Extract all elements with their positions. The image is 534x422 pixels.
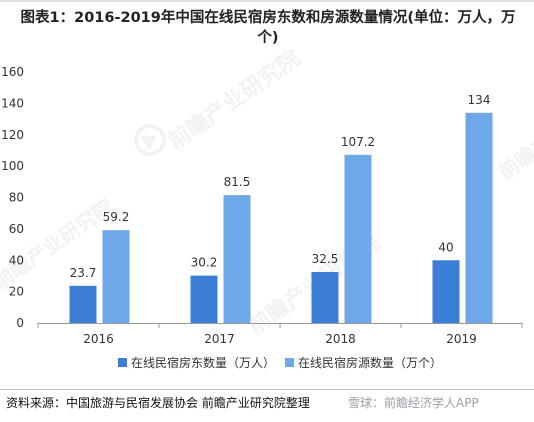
x-tick-label: 2016 xyxy=(83,332,114,346)
y-tick-label: 40 xyxy=(9,253,24,267)
bar-hosts xyxy=(311,272,339,323)
bar-listings xyxy=(344,154,372,323)
data-label-hosts: 32.5 xyxy=(312,252,339,266)
bars xyxy=(69,112,493,323)
axes: 0 20 40 60 80 100 120 140 160 2016 2017 2018 2019 xyxy=(1,65,523,346)
source-divider xyxy=(0,389,534,390)
bar-listings xyxy=(102,230,130,323)
y-tick-label: 140 xyxy=(1,96,24,110)
bar-listings xyxy=(465,112,493,323)
data-labels: 23.7 59.2 30.2 81.5 32.5 107.2 40 134 xyxy=(70,93,491,280)
bar-listings xyxy=(223,195,251,323)
y-tick-label: 0 xyxy=(16,316,24,330)
source-text: 资料来源：中国旅游与民宿发展协会 前瞻产业研究院整理 xyxy=(6,396,310,410)
data-label-listings: 59.2 xyxy=(103,210,130,224)
watermark-text-right: 前瞻产业研究院 xyxy=(494,84,534,184)
legend-swatch-hosts xyxy=(118,358,127,367)
bar-hosts xyxy=(190,275,218,323)
x-tick-label: 2019 xyxy=(446,332,477,346)
watermark-text: 前瞻产业研究院 xyxy=(164,45,305,155)
data-label-hosts: 30.2 xyxy=(191,256,218,270)
data-label-hosts: 23.7 xyxy=(70,266,97,280)
y-tick-label: 20 xyxy=(9,285,24,299)
y-tick-label: 160 xyxy=(1,65,24,79)
data-label-listings: 134 xyxy=(468,93,491,107)
x-tick-label: 2018 xyxy=(325,332,356,346)
y-tick-label: 80 xyxy=(9,191,24,205)
watermark-logo-icon xyxy=(134,124,166,156)
brand-stamp: 雪球：前瞻经济学人APP xyxy=(348,396,479,410)
legend-label-listings: 在线民宿房源数量（万个） xyxy=(298,355,442,370)
bar-chart: 前瞻产业研究院 前瞻产业研究院 前瞻产业研究院 前瞻产业研究院 02040608… xyxy=(0,45,534,370)
legend-label-hosts: 在线民宿房东数量（万人） xyxy=(131,355,275,370)
data-label-listings: 81.5 xyxy=(224,175,251,189)
y-tick-label: 60 xyxy=(9,222,24,236)
legend-swatch-listings xyxy=(285,358,294,367)
top-rule xyxy=(0,0,534,2)
y-tick-label: 100 xyxy=(1,159,24,173)
bar-hosts xyxy=(69,285,97,323)
data-label-hosts: 40 xyxy=(438,240,453,254)
bar-hosts xyxy=(432,260,460,323)
chart-title: 图表1：2016-2019年中国在线民宿房东数和房源数量情况(单位：万人，万个) xyxy=(20,10,516,46)
watermark-text-left: 前瞻产业研究院 xyxy=(0,194,118,294)
legend: 在线民宿房东数量（万人） 在线民宿房源数量（万个） xyxy=(118,355,442,370)
x-tick-label: 2017 xyxy=(204,332,235,346)
y-tick-label: 120 xyxy=(1,128,24,142)
data-label-listings: 107.2 xyxy=(341,135,375,149)
